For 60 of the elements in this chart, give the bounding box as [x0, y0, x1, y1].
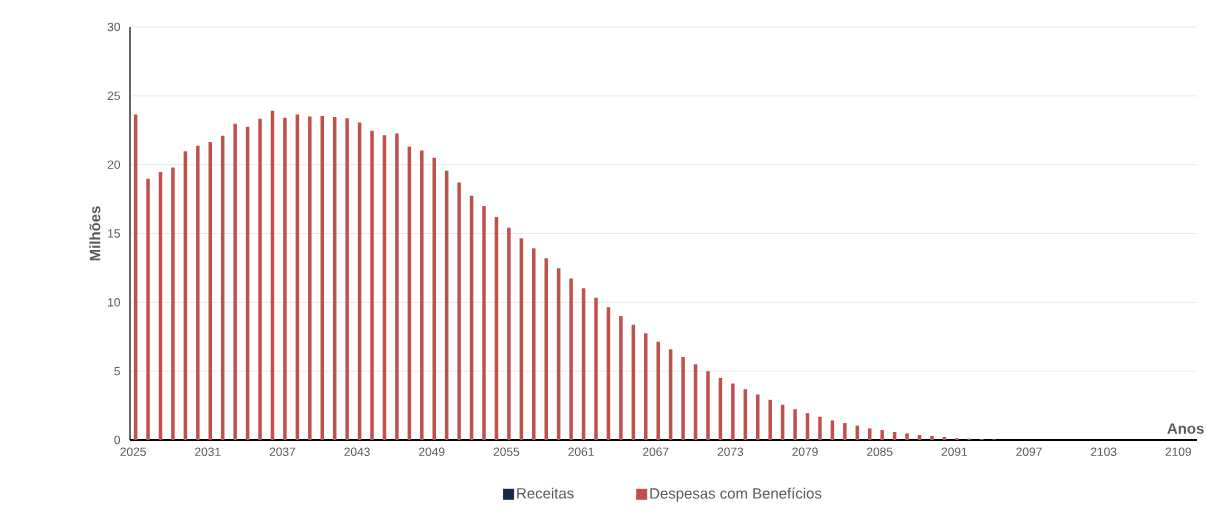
legend-label: Despesas com Benefícios	[650, 487, 822, 502]
y-axis-title: Milhões	[89, 206, 101, 261]
y-tick-label: 5	[114, 367, 120, 376]
bar	[569, 278, 573, 440]
bar	[644, 333, 648, 440]
bar	[482, 206, 486, 440]
bar	[370, 130, 374, 440]
legend-label: Receitas	[517, 487, 574, 499]
bar	[432, 157, 436, 440]
bar	[171, 167, 175, 440]
x-tick-label: 2067	[643, 447, 669, 456]
bar	[146, 178, 150, 440]
y-tick-label: 25	[107, 91, 120, 101]
bar	[544, 258, 548, 440]
y-tick-label: 20	[107, 160, 121, 169]
x-axis-title: Anos	[1167, 423, 1204, 434]
bar	[793, 409, 797, 440]
x-tick-label: 2043	[344, 447, 370, 456]
x-tick-label: 2085	[866, 447, 893, 456]
x-tick-label: 2037	[269, 447, 296, 456]
x-tick-label: 2109	[1165, 447, 1192, 456]
bar	[706, 371, 710, 440]
bar	[818, 416, 822, 440]
bar	[196, 145, 200, 440]
x-tick-label: 2097	[1016, 447, 1042, 456]
bar	[507, 227, 511, 440]
bar	[656, 341, 660, 440]
x-tick-label: 2025	[120, 447, 146, 456]
bar	[905, 433, 909, 440]
bar	[532, 248, 536, 440]
x-tick-label: 2061	[568, 447, 594, 456]
bar	[681, 356, 685, 440]
bar	[880, 430, 884, 440]
y-tick-label: 0	[114, 435, 121, 445]
bar	[867, 428, 872, 440]
x-tick-label: 2103	[1090, 447, 1117, 456]
bar	[768, 399, 772, 440]
x-tick-label: 2055	[493, 447, 520, 456]
y-tick-label: 15	[108, 229, 120, 238]
bar	[930, 436, 934, 440]
bar	[233, 123, 237, 440]
bar	[395, 133, 399, 440]
bar	[619, 316, 623, 440]
bar	[457, 182, 461, 440]
bar	[756, 394, 760, 440]
y-tick-label: 30	[107, 22, 121, 32]
bar	[258, 118, 262, 440]
x-tick-label: 2073	[717, 447, 744, 456]
x-tick-label: 2049	[419, 447, 445, 456]
x-tick-label: 2091	[941, 447, 968, 456]
x-tick-label: 2031	[195, 447, 221, 456]
bar	[731, 383, 735, 440]
bar	[420, 150, 424, 440]
x-tick-label: 2079	[792, 447, 818, 456]
bar	[345, 118, 349, 440]
y-tick-label: 10	[108, 298, 121, 307]
bar	[843, 423, 847, 440]
bar	[594, 297, 598, 440]
bar	[283, 117, 287, 440]
bar	[308, 116, 312, 440]
